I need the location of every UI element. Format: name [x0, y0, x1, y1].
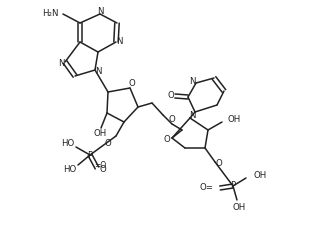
Text: O=: O= [200, 184, 214, 193]
Text: O: O [105, 139, 111, 148]
Text: OH: OH [228, 115, 241, 125]
Text: O: O [167, 92, 174, 101]
Text: =O: =O [94, 160, 106, 169]
Text: P: P [87, 151, 93, 160]
Text: N: N [189, 77, 195, 87]
Text: O: O [216, 160, 222, 169]
Text: O: O [169, 114, 176, 123]
Text: N: N [116, 38, 122, 46]
Text: O: O [129, 80, 135, 88]
Text: N: N [95, 67, 101, 76]
Text: P: P [231, 181, 235, 190]
Text: N: N [97, 7, 103, 16]
Text: N: N [58, 59, 64, 67]
Text: OH: OH [93, 130, 107, 139]
Text: HO: HO [61, 139, 74, 148]
Text: H₂N: H₂N [43, 9, 59, 18]
Text: HO: HO [63, 165, 76, 174]
Text: N: N [189, 110, 195, 119]
Text: OH: OH [232, 202, 246, 211]
Text: O: O [99, 165, 106, 174]
Text: OH: OH [253, 172, 266, 181]
Text: O: O [164, 135, 170, 144]
